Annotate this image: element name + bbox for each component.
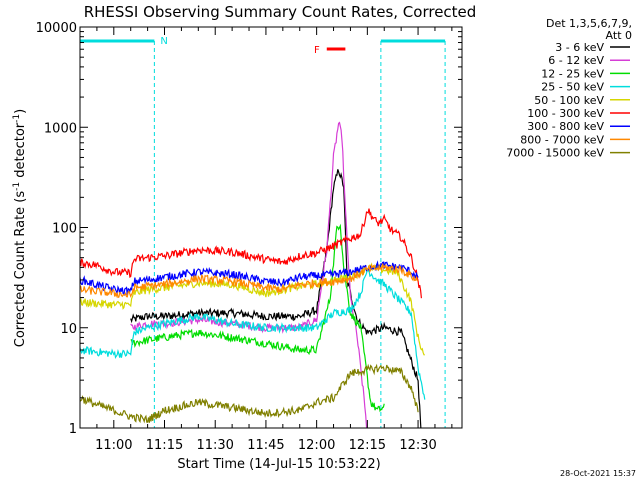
chart-title: RHESSI Observing Summary Count Rates, Co… [84,3,477,21]
series-line-2 [130,223,385,413]
axes: 1 10 100 1000 10000 11:00 11:15 11:30 11:45 12:00… [36,21,463,453]
plot-frame [79,26,463,429]
series-line-8 [80,363,419,424]
legend-label-3: 25 - 50 keV [541,81,604,94]
legend-label-2: 12 - 25 keV [541,67,604,80]
series-line-7 [80,263,419,299]
y-axis-label-sup-1: -1 [12,182,22,191]
y-tick-label-2: 100 [52,222,77,237]
y-axis-label-part-2: detector [13,122,28,182]
y-tick-label-4: 10000 [36,21,77,36]
legend-label-5: 100 - 300 keV [527,107,604,120]
x-tick-label-5: 12:15 [349,438,386,453]
legend-label-7: 800 - 7000 keV [520,133,604,146]
night-label: N [160,36,167,47]
x-tick-label-2: 11:30 [196,438,233,453]
x-tick-label-0: 11:00 [95,438,132,453]
x-tick-label-6: 12:30 [399,438,436,453]
y-tick-label-1: 10 [60,322,77,337]
y-axis-label-part-1: Corrected Count Rate (s [13,191,28,348]
legend-label-0: 3 - 6 keV [555,41,604,54]
y-tick-label-3: 1000 [44,121,77,136]
legend-header-line-1: Det 1,3,5,6,7,9, [546,17,632,30]
legend-label-6: 300 - 800 keV [527,120,604,133]
legend-header-line-2: Att 0 [606,29,632,42]
y-axis-label: Corrected Count Rate (s-1 detector-1) [12,109,28,347]
x-tick-label-3: 11:45 [247,438,284,453]
y-axis-label-sup-2: -1 [12,114,22,123]
series-line-5 [80,208,422,299]
flare-label: F [314,45,320,56]
plot-series-group [80,39,446,428]
legend-label-1: 6 - 12 keV [548,54,604,67]
x-axis-label: Start Time (14-Jul-15 10:53:22) [177,457,380,472]
legend-label-8: 7000 - 15000 keV [506,147,604,160]
y-tick-label-0: 1 [69,422,77,437]
legend-label-4: 50 - 100 keV [534,94,604,107]
x-tick-label-1: 11:15 [146,438,183,453]
x-tick-label-4: 12:00 [298,438,335,453]
footer-date: 28-Oct-2021 15:37 [560,469,636,478]
plot-area: NF [80,36,446,428]
y-axis-label-part-3: ) [13,109,28,114]
series-line-0 [130,169,422,428]
